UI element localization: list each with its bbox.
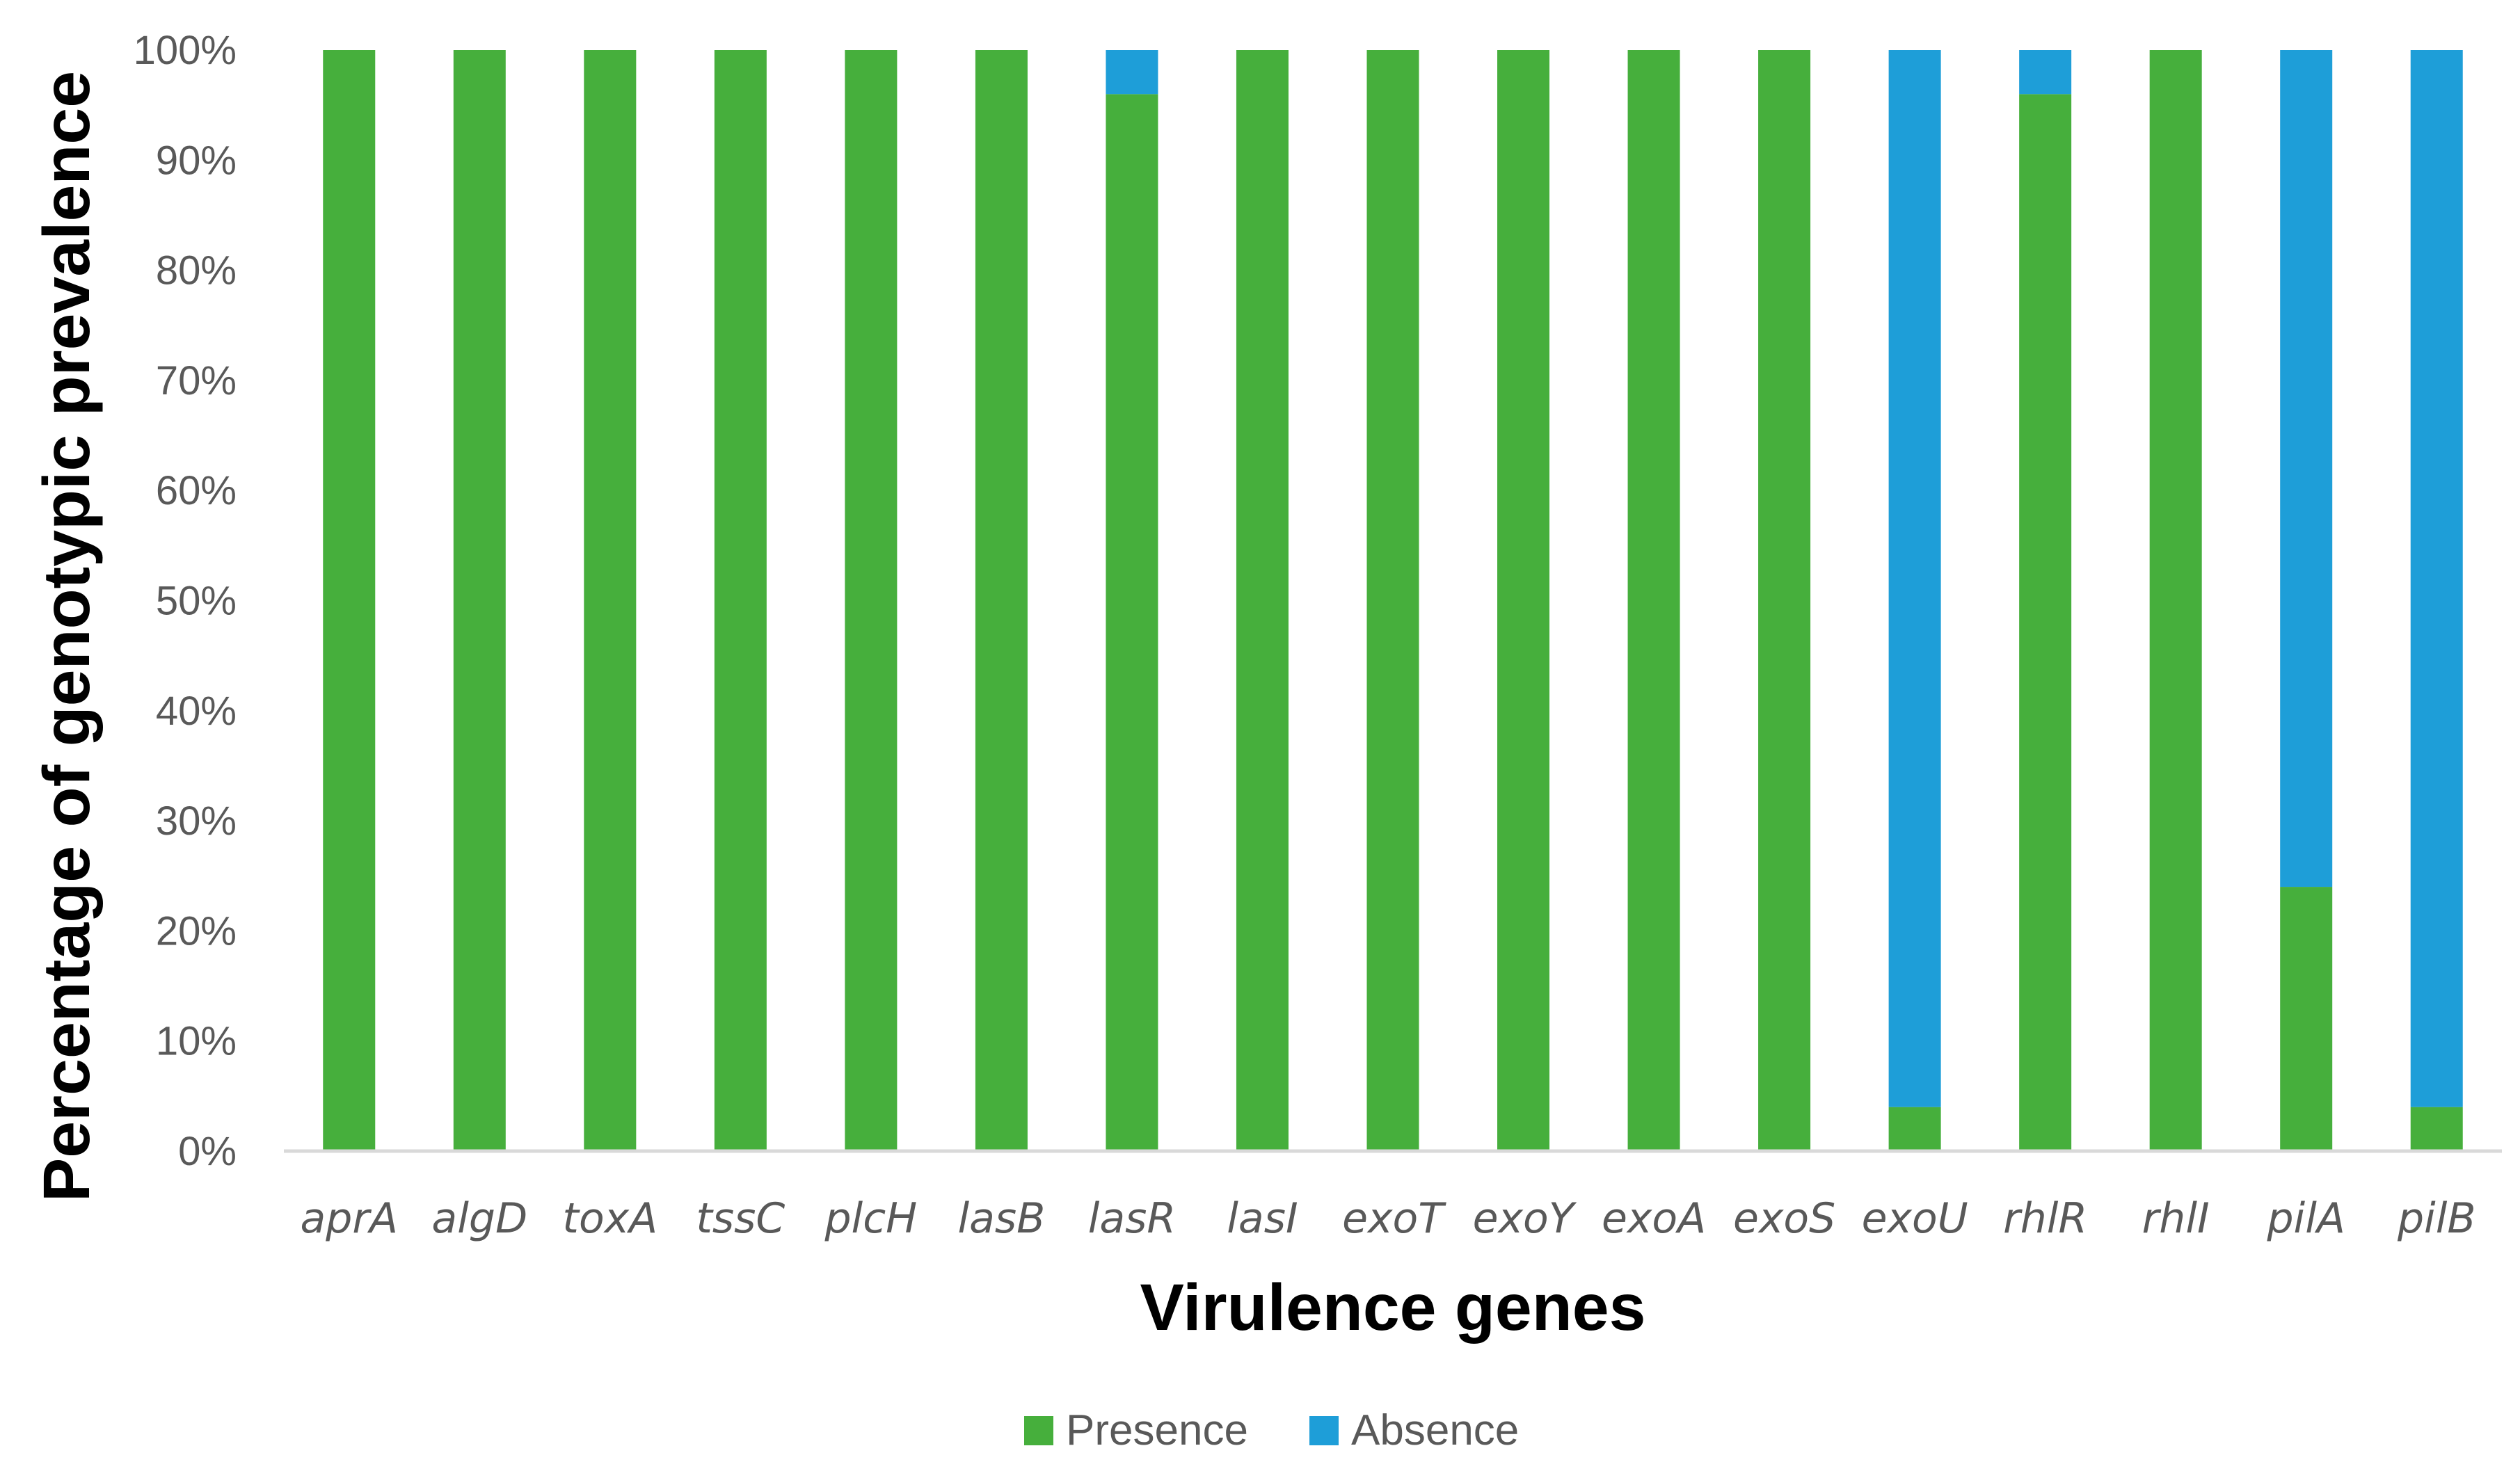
bars xyxy=(323,50,2463,1151)
x-tick-label: exoA xyxy=(1602,1194,1706,1243)
x-tick-label: rhlI xyxy=(2142,1194,2210,1243)
bar-presence-exoU xyxy=(1888,1107,1941,1151)
bar-presence-pilB xyxy=(2410,1107,2463,1151)
legend-label-absence: Absence xyxy=(1351,1406,1519,1454)
bar-presence-algD xyxy=(453,50,506,1151)
legend-swatch-absence xyxy=(1309,1416,1339,1445)
bar-presence-lasB xyxy=(975,50,1028,1151)
x-tick-label: rhlR xyxy=(2003,1194,2087,1243)
y-tick-label: 50% xyxy=(156,579,237,624)
bar-presence-exoS xyxy=(1758,50,1811,1151)
y-tick-label: 90% xyxy=(156,138,237,183)
y-tick-label: 10% xyxy=(156,1019,237,1064)
y-axis-ticks: 0% 10% 20% 30% 40% 50% 60% 70% 80% 90% 100% xyxy=(134,28,237,1174)
bar-presence-exoY xyxy=(1497,50,1550,1151)
bar-absence-rhlR xyxy=(2019,50,2072,95)
x-tick-label: tssC xyxy=(696,1194,785,1243)
bar-absence-pilB xyxy=(2410,50,2463,1107)
y-tick-label: 40% xyxy=(156,689,237,734)
x-axis-title: Virulence genes xyxy=(1140,1271,1646,1344)
x-tick-label: algD xyxy=(431,1194,527,1243)
bar-presence-pilA xyxy=(2280,887,2333,1151)
bar-presence-rhlR xyxy=(2019,94,2072,1151)
x-tick-label: aprA xyxy=(300,1194,398,1243)
y-axis-title: Percentage of genotypic prevalence xyxy=(30,71,104,1202)
bar-presence-rhlI xyxy=(2149,50,2202,1151)
legend-swatch-presence xyxy=(1024,1416,1053,1445)
bar-presence-exoA xyxy=(1627,50,1680,1151)
x-tick-label: exoT xyxy=(1342,1194,1446,1243)
x-tick-label: toxA xyxy=(562,1194,657,1243)
bar-absence-lasR xyxy=(1106,50,1158,95)
bar-absence-pilA xyxy=(2280,50,2333,887)
x-tick-label: exoU xyxy=(1862,1194,1968,1243)
bar-presence-lasI xyxy=(1236,50,1289,1151)
y-tick-label: 80% xyxy=(156,248,237,294)
legend-label-presence: Presence xyxy=(1066,1406,1248,1454)
bar-presence-exoT xyxy=(1366,50,1419,1151)
bar-presence-plcH xyxy=(845,50,898,1151)
x-tick-label: exoY xyxy=(1473,1194,1577,1243)
bar-presence-toxA xyxy=(584,50,637,1151)
y-tick-label: 100% xyxy=(134,28,237,73)
x-tick-label: pilB xyxy=(2397,1194,2476,1243)
bar-presence-lasR xyxy=(1106,94,1158,1151)
x-tick-label: lasI xyxy=(1227,1194,1298,1243)
y-tick-label: 20% xyxy=(156,908,237,954)
x-axis-category-labels: aprA algD toxA tssC plcH lasB lasR lasI exoT exoY… xyxy=(300,1194,2475,1243)
bar-presence-tssC xyxy=(714,50,767,1151)
bar-presence-aprA xyxy=(323,50,376,1151)
y-tick-label: 30% xyxy=(156,798,237,844)
x-tick-label: pilA xyxy=(2266,1194,2345,1243)
x-tick-label: plcH xyxy=(824,1194,917,1243)
x-tick-label: exoS xyxy=(1733,1194,1835,1243)
x-tick-label: lasB xyxy=(957,1194,1045,1243)
y-tick-label: 70% xyxy=(156,358,237,403)
bar-absence-exoU xyxy=(1888,50,1941,1107)
y-tick-label: 0% xyxy=(178,1129,237,1174)
y-tick-label: 60% xyxy=(156,468,237,513)
x-tick-label: lasR xyxy=(1088,1194,1176,1243)
legend: Presence Absence xyxy=(1024,1406,1519,1454)
